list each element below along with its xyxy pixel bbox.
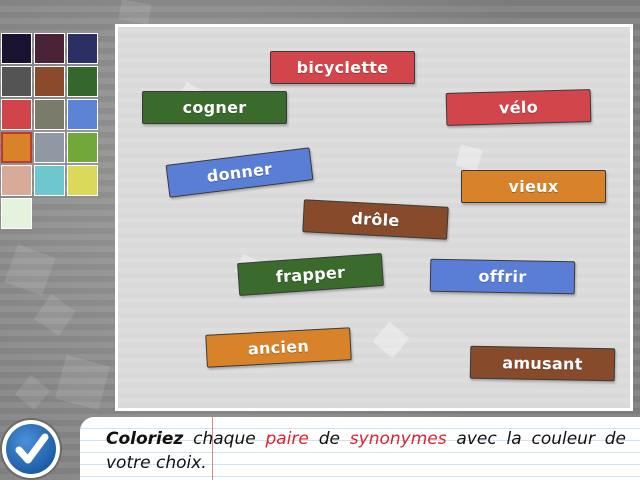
background-decoration xyxy=(4,244,56,296)
color-swatch[interactable] xyxy=(67,33,98,64)
validate-button[interactable] xyxy=(2,420,60,478)
word-card-bicyclette[interactable]: bicyclette xyxy=(270,51,415,84)
color-swatch[interactable] xyxy=(67,99,98,130)
instruction-text: Coloriez chaque paire de synonymes avec … xyxy=(106,427,626,475)
board-decoration xyxy=(455,144,483,172)
word-card-donner[interactable]: donner xyxy=(165,147,314,198)
color-swatch[interactable] xyxy=(1,66,32,97)
color-swatch[interactable] xyxy=(34,132,65,163)
color-swatch[interactable] xyxy=(1,165,32,196)
instruction-part: chaque xyxy=(183,429,266,449)
word-card-velo[interactable]: vélo xyxy=(445,89,592,126)
word-card-drole[interactable]: drôle xyxy=(302,199,449,240)
color-swatch[interactable] xyxy=(34,165,65,196)
board-decoration xyxy=(372,321,410,359)
background-decoration xyxy=(14,374,51,411)
word-card-cogner[interactable]: cogner xyxy=(142,91,287,124)
word-board: bicyclette cogner vélo donner vieux drôl… xyxy=(115,24,633,411)
color-swatch[interactable] xyxy=(34,33,65,64)
word-card-frapper[interactable]: frapper xyxy=(237,252,384,297)
background-decoration xyxy=(34,294,76,336)
checkmark-icon xyxy=(15,433,49,464)
instruction-part: avec la couleur de votre choix. xyxy=(106,429,626,473)
word-card-offrir[interactable]: offrir xyxy=(429,258,576,295)
color-swatch[interactable] xyxy=(34,99,65,130)
validate-button-face xyxy=(6,424,56,474)
background-decoration xyxy=(54,354,111,411)
instruction-part: de xyxy=(308,429,350,449)
color-swatch[interactable] xyxy=(1,33,32,64)
color-swatch[interactable] xyxy=(34,66,65,97)
note-margin-line xyxy=(212,417,213,480)
word-card-vieux[interactable]: vieux xyxy=(461,170,606,203)
color-swatch[interactable] xyxy=(1,198,32,229)
background-decoration xyxy=(118,0,152,25)
instruction-verb: Coloriez xyxy=(106,429,184,449)
instruction-panel: Coloriez chaque paire de synonymes avec … xyxy=(80,417,640,480)
color-swatch[interactable] xyxy=(67,66,98,97)
color-swatch[interactable] xyxy=(1,132,32,163)
word-card-ancien[interactable]: ancien xyxy=(205,327,352,368)
instruction-highlight: paire xyxy=(265,429,309,449)
color-swatch[interactable] xyxy=(67,165,98,196)
instruction-highlight: synonymes xyxy=(349,429,447,449)
color-swatch[interactable] xyxy=(67,132,98,163)
color-swatch[interactable] xyxy=(1,99,32,130)
word-card-amusant[interactable]: amusant xyxy=(469,345,616,382)
